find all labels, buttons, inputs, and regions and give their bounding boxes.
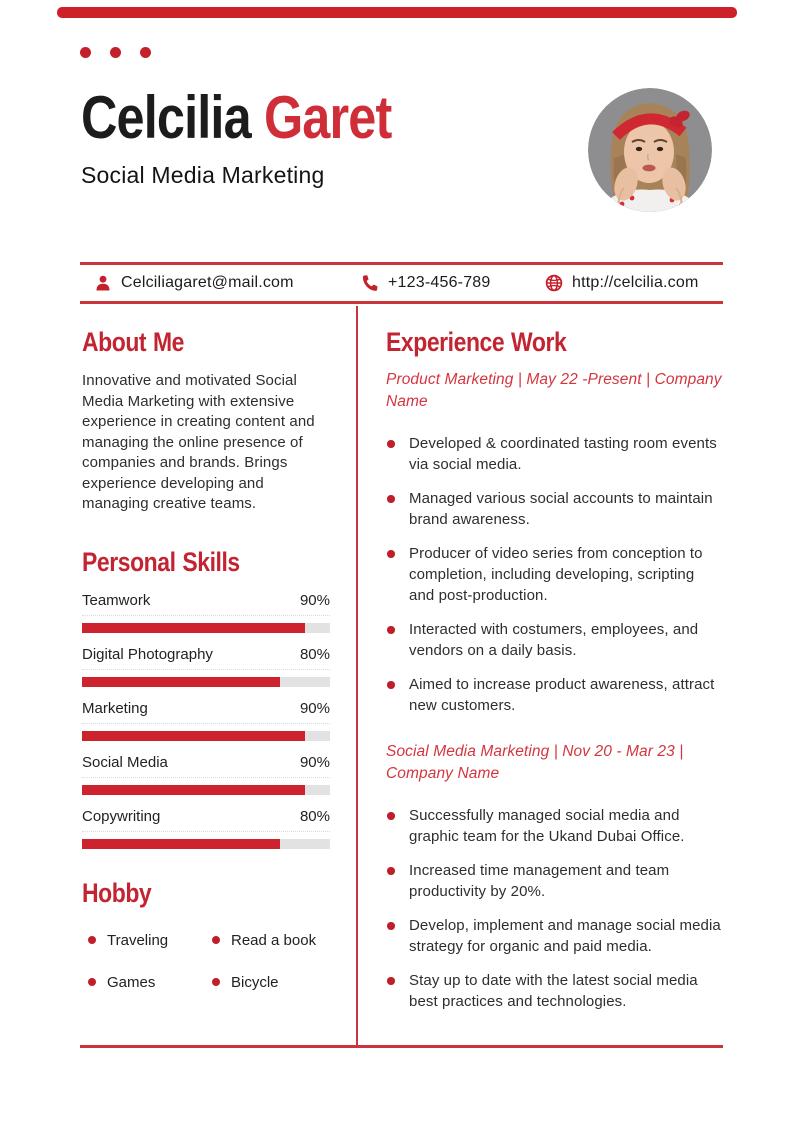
person-name: Celcilia Garet: [81, 88, 392, 148]
about-text: Innovative and motivated Social Media Ma…: [82, 372, 315, 513]
first-name: Celcilia: [81, 84, 252, 151]
job-bullet: Developed & coordinated tasting room eve…: [386, 433, 723, 475]
skill-bar-track: [82, 839, 330, 850]
skill-bar-fill: [82, 623, 306, 634]
main-content: About Me Innovative and motivated Social…: [80, 306, 723, 1048]
red-dot: [80, 47, 91, 58]
job-bullet-list: Successfully managed social media and gr…: [386, 805, 723, 1012]
job-title: Social Media Marketing: [81, 162, 325, 188]
phone-icon: [362, 275, 378, 291]
skill-percent: 90%: [299, 700, 330, 718]
skill-bar-fill: [82, 839, 281, 850]
skill-row: Marketing 90%: [82, 700, 330, 742]
skill-bar-track: [82, 677, 330, 688]
skill-label: Teamwork: [82, 592, 151, 610]
job-bullet-list: Developed & coordinated tasting room eve…: [386, 433, 723, 716]
left-column: About Me Innovative and motivated Social…: [80, 306, 358, 1045]
website-text: http://celcilia.com: [572, 274, 699, 291]
about-title: About Me: [82, 327, 184, 357]
job-heading: Social Media Marketing | Nov 20 - Mar 23…: [386, 743, 684, 783]
globe-icon: [545, 274, 563, 292]
hobby-label: Bicycle: [231, 973, 279, 991]
contact-website: http://celcilia.com: [545, 265, 699, 301]
skill-label: Marketing: [82, 700, 148, 718]
skill-percent: 90%: [299, 592, 330, 610]
skill-percent: 80%: [299, 646, 330, 664]
skill-label: Copywriting: [82, 808, 161, 826]
bullet-dot: [88, 978, 96, 987]
job-bullet: Successfully managed social media and gr…: [386, 805, 723, 847]
hobby-label: Read a book: [231, 931, 317, 949]
red-dot: [110, 47, 121, 58]
portrait-illustration: [588, 88, 712, 212]
skill-bar-track: [82, 785, 330, 796]
skill-bar-fill: [82, 785, 306, 796]
phone-text: +123-456-789: [388, 274, 491, 291]
top-accent-bar: [57, 7, 737, 18]
job-bullet: Interacted with costumers, employees, an…: [386, 619, 723, 661]
hobby-item: Bicycle: [206, 974, 330, 991]
skill-bar-track: [82, 731, 330, 742]
hobby-item: Games: [82, 974, 206, 991]
right-column: Experience Work Product Marketing | May …: [358, 306, 723, 1045]
bullet-dot: [212, 936, 220, 945]
contact-bar: Celciliagaret@mail.com +123-456-789 http…: [80, 262, 723, 304]
header: Celcilia Garet Social Media Marketing: [81, 88, 451, 189]
job-bullet: Increased time management and team produ…: [386, 860, 723, 902]
job-bullet: Managed various social accounts to maint…: [386, 488, 723, 530]
skill-row: Social Media 90%: [82, 754, 330, 796]
skill-row: Digital Photography 80%: [82, 646, 330, 688]
red-dot: [140, 47, 151, 58]
bullet-dot: [88, 936, 96, 945]
job-heading: Product Marketing | May 22 -Present | Co…: [386, 371, 722, 411]
hobby-item: Traveling: [82, 932, 206, 949]
hobby-label: Games: [107, 973, 156, 991]
hobby-label: Traveling: [107, 931, 169, 949]
job-bullet: Develop, implement and manage social med…: [386, 915, 723, 957]
job-bullet: Stay up to date with the latest social m…: [386, 970, 723, 1012]
email-text: Celciliagaret@mail.com: [121, 274, 294, 291]
hobby-title: Hobby: [82, 878, 152, 909]
hobby-list: Traveling Read a book Games Bicycle: [82, 932, 330, 991]
skill-row: Teamwork 90%: [82, 592, 330, 634]
skill-percent: 90%: [299, 754, 330, 772]
skill-percent: 80%: [299, 808, 330, 826]
hobby-item: Read a book: [206, 932, 330, 949]
job-bullet: Aimed to increase product awareness, att…: [386, 674, 723, 716]
skill-bar-fill: [82, 677, 281, 688]
skills-title: Personal Skills: [82, 546, 240, 577]
contact-email: Celciliagaret@mail.com: [94, 265, 294, 301]
profile-photo: [588, 88, 712, 212]
skill-row: Copywriting 80%: [82, 808, 330, 850]
decor-dots: [80, 47, 170, 58]
skill-label: Social Media: [82, 754, 168, 772]
contact-phone: +123-456-789: [361, 265, 491, 301]
person-icon: [96, 275, 110, 291]
skill-label: Digital Photography: [82, 646, 213, 664]
skill-bar-fill: [82, 731, 306, 742]
experience-title: Experience Work: [386, 327, 567, 357]
bullet-dot: [212, 978, 220, 987]
skill-bar-track: [82, 623, 330, 634]
last-name: Garet: [263, 84, 392, 151]
job-bullet: Producer of video series from conception…: [386, 543, 723, 606]
